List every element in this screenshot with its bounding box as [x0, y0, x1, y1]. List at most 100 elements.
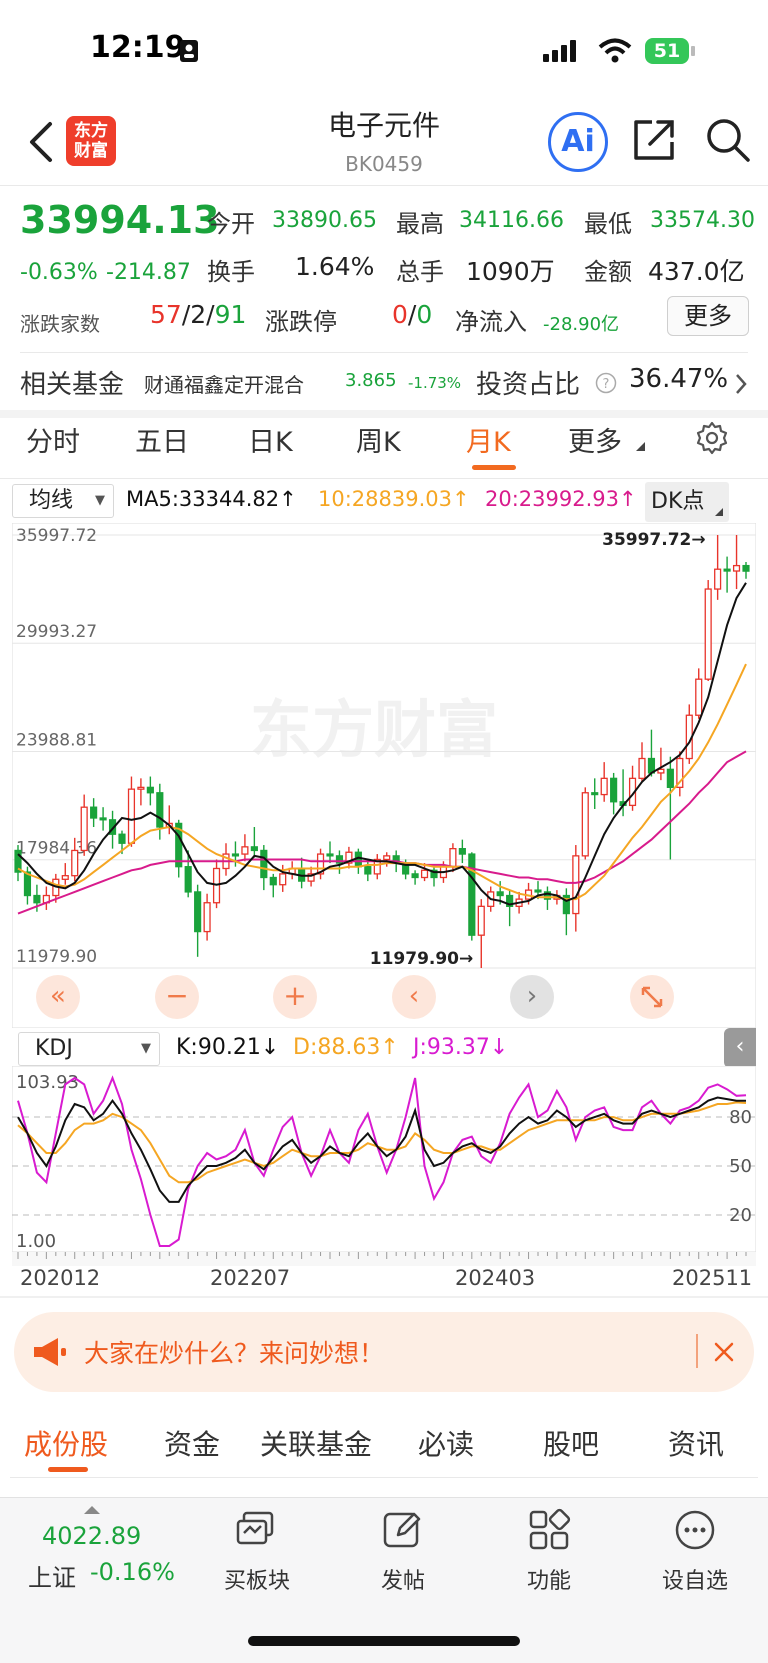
kdj-j-line [17, 1075, 747, 1247]
candle-body [279, 873, 287, 886]
chevron-down-icon: ▼ [141, 1041, 151, 1056]
candle-body [666, 768, 674, 789]
collapse-panel-button[interactable]: ‹ [724, 1028, 756, 1068]
y-tick-label: 23988.81 [16, 731, 97, 751]
ma5-line [17, 582, 747, 906]
candle-body [250, 846, 258, 852]
hot-topics-text: 大家在炒什么？来问妙想！ [84, 1339, 385, 1368]
netflow-value: -28.90亿 [543, 314, 620, 335]
tab-5day[interactable]: 五日 [135, 427, 189, 458]
share-icon[interactable] [630, 116, 678, 164]
more-dots-icon [675, 1510, 715, 1550]
scroll-left-button[interactable]: ‹ [392, 975, 436, 1019]
tab-related-funds[interactable]: 关联基金 [260, 1428, 373, 1461]
buy-sector-button[interactable]: 买板块 [214, 1505, 300, 1595]
close-icon[interactable] [712, 1340, 736, 1364]
svg-text:?: ? [603, 377, 610, 392]
tab-news[interactable]: 资讯 [668, 1428, 725, 1461]
ma-selector[interactable]: 均线 ▼ [12, 484, 114, 518]
megaphone-icon [34, 1338, 66, 1366]
fullscreen-button[interactable] [630, 975, 674, 1019]
tab-capital[interactable]: 资金 [164, 1428, 221, 1461]
zoom-out-button[interactable]: − [155, 975, 199, 1019]
post-button[interactable]: 发帖 [360, 1505, 446, 1595]
kdj-chart[interactable]: 80 50 20 103.93 1.00 [12, 1066, 756, 1266]
help-icon[interactable]: ? [595, 372, 617, 394]
add-watchlist-label: 设自选 [661, 1569, 728, 1594]
candle-body [496, 891, 504, 897]
candle-body [600, 777, 608, 796]
candle-body [704, 588, 712, 680]
back-icon[interactable] [26, 120, 56, 164]
ratio-label: 投资占比 [476, 370, 581, 400]
kdj-frame [12, 1066, 756, 1253]
x-tick-label: 202207 [210, 1266, 291, 1290]
candle-body [307, 873, 315, 882]
index-ticker[interactable]: 4022.89 上证 -0.16% [20, 1500, 175, 1600]
tab-more[interactable]: 更多 [568, 427, 622, 458]
trade-icon [236, 1511, 274, 1545]
candle-body [184, 866, 192, 893]
index-change: -0.16% [90, 1558, 175, 1586]
tab-forum[interactable]: 股吧 [543, 1428, 600, 1461]
battery-cap [691, 46, 695, 56]
min-price-marker: 11979.90→ [370, 949, 474, 969]
related-fund-row[interactable]: 相关基金 财通福鑫定开混合 3.865 -1.73% 投资占比 ? 36.47% [0, 354, 768, 410]
board-code: BK0459 [345, 152, 423, 176]
candle-body [373, 858, 381, 875]
add-watchlist-button[interactable]: 设自选 [652, 1505, 738, 1595]
caret-up-icon [84, 1506, 100, 1514]
kline-chart[interactable]: 东方财富35997.7229993.2723988.8117984.361197… [12, 523, 756, 1028]
settings-icon[interactable] [694, 420, 730, 456]
open-value: 33890.65 [272, 208, 377, 233]
breadth-up: 57 [150, 300, 182, 329]
tab-must-read[interactable]: 必读 [418, 1428, 475, 1461]
tab-more-caret-icon [636, 442, 645, 451]
breadth-label: 涨跌家数 [20, 312, 100, 336]
hot-topics-banner[interactable]: 大家在炒什么？来问妙想！ [14, 1312, 754, 1392]
functions-button[interactable]: 功能 [506, 1505, 592, 1595]
candle-body [33, 894, 41, 904]
tab-constituents[interactable]: 成份股 [24, 1428, 109, 1461]
kdj-axis-band [12, 1252, 756, 1266]
search-icon[interactable] [704, 116, 752, 164]
candle-body [534, 889, 542, 893]
ai-assistant-button[interactable]: Ai [548, 112, 608, 172]
zoom-in-button[interactable]: + [273, 975, 317, 1019]
candle-body [326, 853, 334, 857]
indicator-selector[interactable]: KDJ ▼ [18, 1032, 160, 1066]
functions-label: 功能 [526, 1569, 571, 1594]
candle-body [411, 873, 419, 879]
change-percent: -0.63% [20, 260, 98, 285]
tab-daily[interactable]: 日K [248, 427, 293, 458]
status-time: 12:19 [90, 30, 186, 65]
candle-body [506, 894, 514, 907]
candle-body [449, 848, 457, 868]
sub-tab-underline [48, 1467, 88, 1472]
candle-body [430, 869, 438, 879]
indicator-selector-label: KDJ [35, 1036, 73, 1061]
candle-body [581, 792, 589, 857]
bottom-bar-border [0, 1497, 768, 1498]
scroll-right-button[interactable]: › [510, 975, 554, 1019]
tab-monthly[interactable]: 月K [466, 427, 511, 458]
tab-minute[interactable]: 分时 [26, 427, 80, 458]
more-quote-button[interactable]: 更多 [667, 296, 749, 336]
ma-selector-label: 均线 [29, 488, 74, 513]
scroll-left-fast-button[interactable]: « [36, 975, 80, 1019]
ma20-value: 20:23992.93↑ [485, 487, 637, 511]
candle-body [732, 564, 741, 572]
related-fund-label: 相关基金 [20, 370, 125, 400]
amount-value: 437.0亿 [648, 257, 745, 286]
dk-point-button[interactable]: DK点 [645, 482, 729, 522]
ma5-value: MA5:33344.82↑ [126, 487, 297, 511]
tab-weekly[interactable]: 周K [356, 427, 401, 458]
candle-body [137, 786, 145, 790]
y-tick-label: 35997.72 [16, 526, 97, 546]
fund-price: 3.865 [345, 370, 397, 391]
ratio-value: 36.47% [629, 364, 729, 394]
chart-watermark: 东方财富 [250, 693, 498, 766]
status-bar: 12:19 51 [0, 0, 768, 100]
chevron-right-icon [736, 374, 747, 394]
dk-caret-icon [715, 508, 723, 516]
